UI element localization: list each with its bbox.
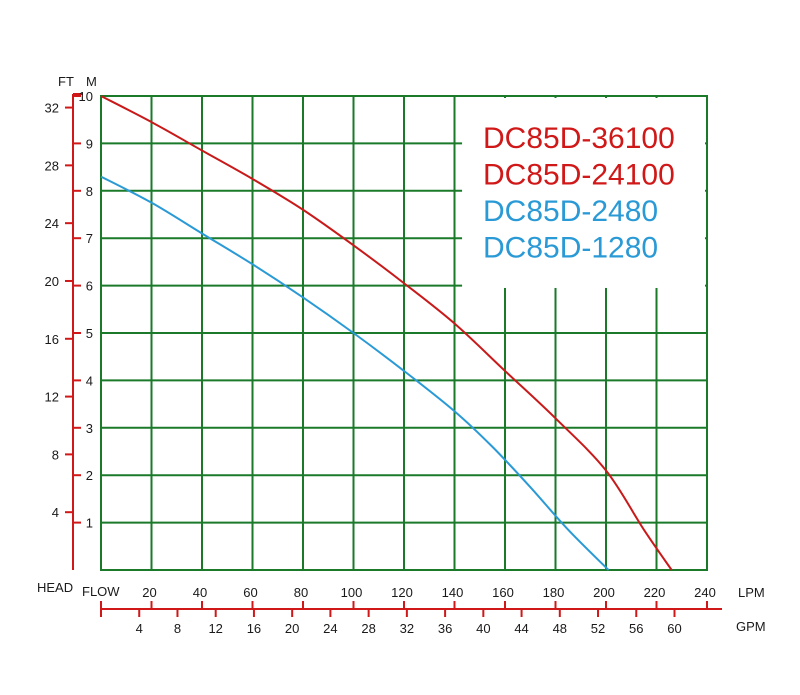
y-tick-label-ft: 12 [45, 390, 59, 405]
x-tick-label-lpm: 100 [341, 585, 363, 600]
x-tick-label-gpm: 40 [476, 621, 490, 636]
ylabel-unit-secondary: FT [58, 74, 74, 89]
xlabel-unit-primary: LPM [738, 585, 765, 600]
y-tick-label-ft: 8 [52, 447, 59, 462]
x-tick-label-lpm: 120 [391, 585, 413, 600]
y-tick-label-m: 3 [86, 421, 93, 436]
x-tick-label-gpm: 28 [361, 621, 375, 636]
legend-entry: DC85D-1280 [483, 232, 658, 265]
y-tick-label-m: 10 [79, 89, 93, 104]
x-tick-label-lpm: 40 [193, 585, 207, 600]
y-tick-label-ft: 24 [45, 216, 59, 231]
x-tick-label-lpm: 160 [492, 585, 514, 600]
x-tick-label-gpm: 36 [438, 621, 452, 636]
series-line-1 [100, 95, 673, 571]
x-tick-label-gpm: 44 [514, 621, 528, 636]
ylabel: HEAD [37, 580, 73, 595]
x-tick-label-lpm: 180 [543, 585, 565, 600]
x-tick-label-gpm: 60 [667, 621, 681, 636]
x-tick-label-gpm: 56 [629, 621, 643, 636]
x-tick-label-gpm: 4 [136, 621, 143, 636]
y-tick-label-m: 9 [86, 136, 93, 151]
y-tick-label-m: 1 [86, 516, 93, 531]
y-tick-label-ft: 4 [52, 505, 59, 520]
x-tick-label-lpm: 60 [243, 585, 257, 600]
x-tick-label-gpm: 16 [247, 621, 261, 636]
xlabel-unit-secondary: GPM [736, 619, 766, 634]
y-tick-label-ft: 32 [45, 101, 59, 116]
x-tick-label-gpm: 52 [591, 621, 605, 636]
x-tick-label-gpm: 12 [208, 621, 222, 636]
legend-background [462, 98, 705, 288]
x-tick-label-lpm: 200 [593, 585, 615, 600]
x-tick-label-gpm: 48 [553, 621, 567, 636]
y-tick-label-m: 7 [86, 231, 93, 246]
xlabel: FLOW [82, 584, 120, 599]
x-tick-label-lpm: 220 [644, 585, 666, 600]
legend-entry: DC85D-36100 [483, 122, 675, 155]
y-tick-label-ft: 28 [45, 158, 59, 173]
x-tick-label-lpm: 140 [442, 585, 464, 600]
x-tick-label-gpm: 32 [400, 621, 414, 636]
series-layer [100, 95, 673, 571]
x-tick-label-lpm: 20 [142, 585, 156, 600]
x-tick-label-lpm: 80 [294, 585, 308, 600]
y-tick-label-m: 5 [86, 326, 93, 341]
y-tick-label-ft: 16 [45, 332, 59, 347]
legend-entry: DC85D-24100 [483, 159, 675, 192]
y-tick-label-m: 2 [86, 468, 93, 483]
x-tick-label-gpm: 8 [174, 621, 181, 636]
x-tick-label-gpm: 20 [285, 621, 299, 636]
y-tick-label-m: 8 [86, 184, 93, 199]
legend-entry: DC85D-2480 [483, 195, 658, 228]
y-tick-label-m: 6 [86, 279, 93, 294]
x-tick-label-lpm: 240 [694, 585, 716, 600]
y-tick-label-m: 4 [86, 373, 93, 388]
series-line-2 [100, 175, 610, 571]
ylabel-unit-primary: M [86, 74, 97, 89]
x-tick-label-gpm: 24 [323, 621, 337, 636]
y-tick-label-ft: 20 [45, 274, 59, 289]
legend-panel [462, 98, 705, 288]
